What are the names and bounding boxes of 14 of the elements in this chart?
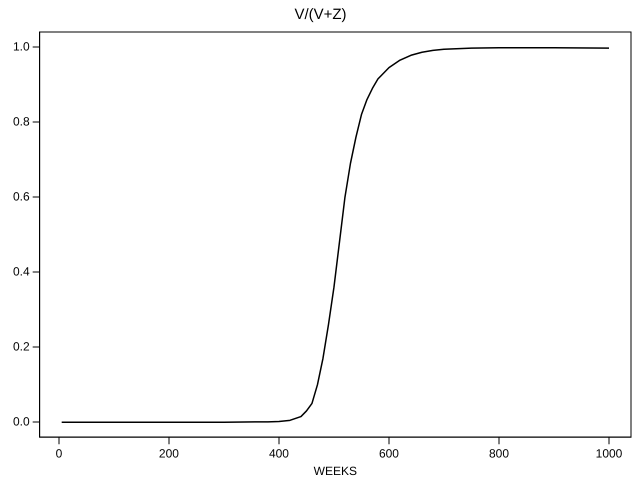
y-tick-label: 0.0 [12, 414, 30, 429]
y-tick-label: 0.6 [12, 189, 30, 204]
y-tick-label: 0.4 [12, 264, 30, 278]
x-tick-label: 800 [488, 446, 510, 461]
x-axis-title: WEEKS [314, 464, 358, 478]
x-tick-label: 1000 [596, 446, 623, 461]
chart-title: V/(V+Z) [294, 6, 347, 24]
y-tick-label: 0.8 [12, 114, 30, 128]
x-tick-label: 200 [158, 446, 180, 461]
x-tick-label: 400 [268, 446, 290, 461]
x-tick-label: 0 [56, 446, 63, 461]
x-tick-label: 600 [378, 446, 400, 461]
y-tick-label: 0.2 [12, 339, 30, 354]
y-tick-label: 1.0 [12, 39, 30, 54]
